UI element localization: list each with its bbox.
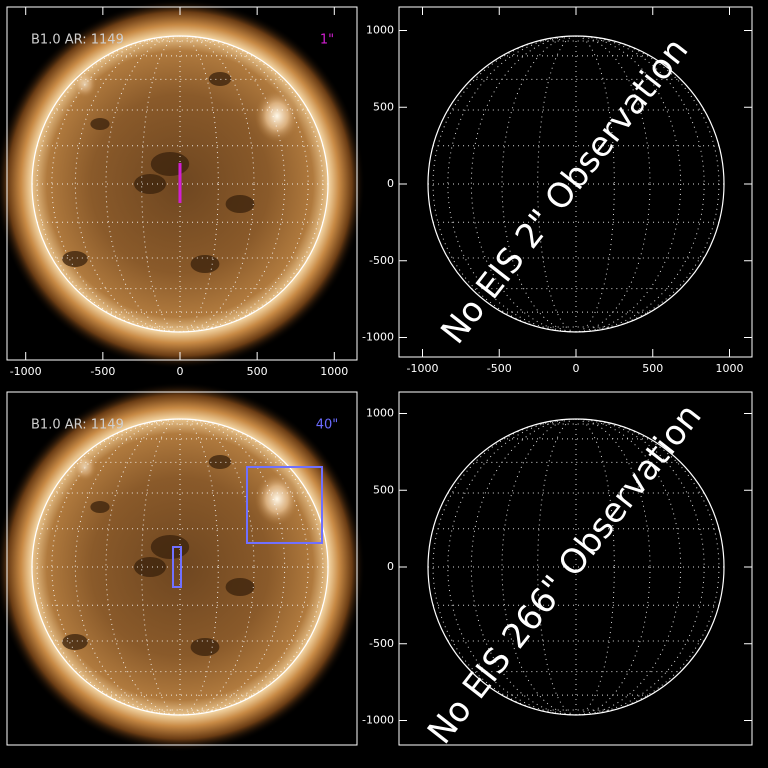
x-tick-label: -1000 — [10, 365, 42, 378]
slit-label: 40" — [316, 418, 339, 433]
longitude-line — [447, 418, 705, 716]
longitude-line — [141, 35, 219, 333]
plot-frame — [6, 6, 358, 361]
x-tick-label: -500 — [90, 365, 115, 378]
y-tick-label: -1000 — [362, 714, 394, 727]
longitude-line — [501, 418, 651, 716]
longitude-line — [501, 35, 651, 333]
y-tick-label: -1000 — [362, 331, 394, 344]
dark-region — [208, 72, 232, 86]
x-tick-label: -1000 — [407, 362, 439, 375]
active-region — [73, 453, 97, 481]
dark-region — [90, 501, 110, 513]
dark-region — [150, 535, 190, 559]
y-tick-label: 0 — [387, 177, 394, 190]
plot-frame — [398, 391, 753, 746]
dark-region — [225, 578, 255, 596]
plot-frame — [6, 391, 358, 746]
longitude-line — [470, 418, 682, 716]
x-tick-label: -500 — [487, 362, 512, 375]
active-region — [73, 70, 97, 98]
active-region — [255, 90, 299, 142]
dark-region — [62, 634, 88, 650]
heliographic-grid — [32, 35, 328, 333]
longitude-line — [105, 35, 255, 333]
dark-region — [90, 118, 110, 130]
dark-region — [225, 195, 255, 213]
y-tick-label: -500 — [369, 254, 394, 267]
dark-region — [134, 557, 166, 577]
longitude-line — [537, 418, 615, 716]
longitude-line — [74, 35, 286, 333]
eis-raster-box — [172, 546, 182, 588]
eis-raster-box — [246, 466, 323, 544]
dark-region — [190, 638, 220, 656]
y-tick-label: 1000 — [366, 24, 394, 37]
dark-region — [62, 251, 88, 267]
longitude-line — [51, 418, 309, 716]
heliographic-grid — [428, 418, 724, 716]
dark-region — [150, 152, 190, 176]
slit-label: 1" — [320, 33, 334, 48]
y-tick-label: 500 — [373, 483, 394, 496]
longitude-line — [537, 35, 615, 333]
longitude-line — [74, 418, 286, 716]
dark-region — [208, 455, 232, 469]
longitude-line — [470, 35, 682, 333]
map-annotation: B1.0 AR: 1149 — [31, 418, 124, 433]
heliographic-grid — [428, 35, 724, 333]
x-tick-label: 0 — [177, 365, 184, 378]
dark-region — [134, 174, 166, 194]
x-tick-label: 1000 — [716, 362, 744, 375]
longitude-line — [141, 418, 219, 716]
longitude-line — [447, 35, 705, 333]
active-region — [255, 473, 299, 525]
y-tick-label: -500 — [369, 637, 394, 650]
no-observation-message: No EIS 266" Observation — [420, 397, 710, 752]
longitude-line — [51, 35, 309, 333]
longitude-line — [105, 418, 255, 716]
dark-region — [190, 255, 220, 273]
x-tick-label: 500 — [247, 365, 268, 378]
x-tick-label: 0 — [573, 362, 580, 375]
x-tick-label: 1000 — [320, 365, 348, 378]
y-tick-label: 1000 — [366, 407, 394, 420]
heliographic-grid — [32, 418, 328, 716]
y-tick-label: 0 — [387, 560, 394, 573]
x-tick-label: 500 — [642, 362, 663, 375]
map-annotation: B1.0 AR: 1149 — [31, 33, 124, 48]
y-tick-label: 500 — [373, 100, 394, 113]
